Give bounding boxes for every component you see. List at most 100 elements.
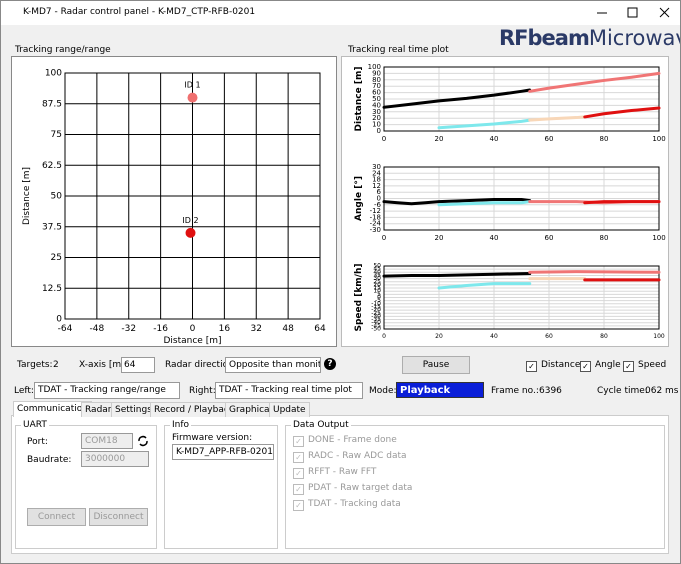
direction-label: Radar direction: (165, 360, 237, 370)
output-check[interactable]: ✓ PDAT - Raw target data (293, 483, 412, 495)
point-label: ID 2 (182, 216, 198, 225)
group-label: Tracking range/range (15, 45, 111, 55)
output-check[interactable]: ✓ RFFT - Raw FFT (293, 467, 376, 479)
series-line (382, 272, 532, 278)
direction-select[interactable]: Opposite than monito (225, 357, 321, 373)
y-tick-label: -40 (371, 319, 381, 326)
y-tick-label: 70 (372, 82, 381, 90)
right-select[interactable]: TDAT - Tracking real time plot (215, 382, 363, 399)
x-tick-label: 60 (545, 234, 554, 242)
x-tick-label: -16 (153, 324, 168, 334)
fw-value: K-MD7_APP-RFB-0201 (172, 444, 274, 460)
baud-label: Baudrate: (27, 455, 72, 465)
y-tick-label: -18 (370, 213, 381, 221)
frame: 6396 (539, 386, 562, 396)
xaxis-spin[interactable]: 64 (121, 357, 155, 373)
series-line (528, 270, 661, 274)
plot-border (383, 166, 660, 231)
x-tick-label: 100 (652, 234, 665, 242)
x-tick-label: 40 (490, 135, 499, 143)
y-tick-label: 90 (372, 69, 381, 77)
left-label: Left: (14, 386, 34, 396)
check-label: Speed (638, 360, 667, 370)
refresh-icon[interactable] (136, 434, 150, 448)
output-label: RADC - Raw ADC data (308, 451, 407, 461)
y-tick-label: 0 (56, 315, 62, 325)
port-select[interactable]: COM18 (81, 433, 133, 449)
y-tick-label: -25 (371, 310, 381, 317)
y-tick-label: -5 (375, 297, 381, 304)
y-axis-label: Distance [m] (22, 167, 32, 225)
logo: RFbeamMicrowave (499, 26, 680, 50)
output-label: RFFT - Raw FFT (308, 467, 377, 477)
y-tick-label: 50 (372, 95, 381, 103)
disconnect-button[interactable]: Disconnect (89, 508, 148, 526)
x-tick-label: 32 (251, 324, 262, 334)
output-check[interactable]: ✓ RADC - Raw ADC data (293, 451, 407, 463)
window-title: K-MD7 - Radar control panel - K-MD7_CTP-… (23, 7, 256, 17)
y-tick-label: 0 (377, 294, 381, 301)
help-icon[interactable]: ? (324, 358, 336, 370)
y-tick-label: 45 (373, 266, 381, 273)
info-group (164, 425, 278, 549)
output-group (285, 425, 665, 549)
y-tick-label: 30 (372, 163, 381, 171)
x-tick-label: 16 (219, 324, 231, 334)
y-tick-label: 30 (372, 108, 381, 116)
output-check[interactable]: ✓ DONE - Frame done (293, 435, 397, 447)
x-tick-label: 40 (490, 333, 498, 340)
y-tick-label: 30 (373, 275, 381, 282)
logo-light: Microwave (588, 26, 680, 50)
pause-button[interactable]: Pause (402, 356, 470, 374)
x-tick-label: -64 (58, 324, 73, 334)
baud-select[interactable]: 3000000 (81, 451, 149, 467)
targets: 2 (53, 360, 59, 370)
connect-button[interactable]: Connect (27, 508, 86, 526)
y-axis-label: Speed [km/h] (354, 264, 364, 332)
x-tick-label: -32 (121, 324, 136, 334)
x-tick-label: 80 (600, 333, 608, 340)
y-tick-label: -45 (371, 322, 381, 329)
y-tick-label: 40 (373, 269, 381, 276)
output-check[interactable]: ✓ TDAT - Tracking data (293, 499, 401, 511)
check[interactable]: ✓ Distance (526, 360, 580, 372)
check-label: Angle (595, 360, 621, 370)
check[interactable]: ✓ Angle (580, 360, 621, 372)
x-tick-label: 0 (382, 333, 386, 340)
left-select[interactable]: TDAT - Tracking range/range (34, 382, 180, 399)
fw-label: Firmware version: (172, 433, 253, 443)
x-tick-label: 0 (190, 324, 196, 334)
tab[interactable]: Update (269, 402, 310, 417)
x-tick-label: -48 (90, 324, 105, 334)
y-tick-label: -6 (374, 201, 382, 209)
x-tick-label: 60 (545, 135, 554, 143)
mode-label: Mode: (369, 386, 397, 396)
y-tick-label: 0 (377, 127, 381, 135)
series-line (528, 115, 587, 122)
group-title: Data Output (291, 420, 351, 430)
x-tick-label: 100 (652, 135, 665, 143)
x-tick-label: 48 (282, 324, 294, 334)
y-tick-label: 50 (51, 192, 63, 202)
y-tick-label: 100 (368, 63, 381, 71)
y-tick-label: 20 (373, 281, 381, 288)
x-tick-label: 80 (600, 135, 609, 143)
right-label: Right: (189, 386, 216, 396)
check[interactable]: ✓ Speed (623, 360, 666, 372)
y-tick-label: 25 (51, 253, 62, 263)
window-buttons[interactable] (591, 1, 680, 25)
y-tick-label: -30 (370, 226, 381, 234)
series-line (437, 118, 532, 130)
x-tick-label: 0 (382, 135, 386, 143)
y-tick-label: 6 (377, 188, 382, 196)
logo-bold: RFbeam (499, 26, 590, 50)
targets-label: Targets: (17, 360, 53, 370)
y-axis-label: Distance [m] (354, 67, 364, 132)
series-line (583, 106, 661, 119)
y-tick-label: 18 (372, 176, 381, 184)
uart-group (15, 425, 157, 549)
y-tick-label: 62.5 (42, 161, 62, 171)
y-tick-label: 20 (372, 114, 381, 122)
y-tick-label: 0 (377, 195, 381, 203)
